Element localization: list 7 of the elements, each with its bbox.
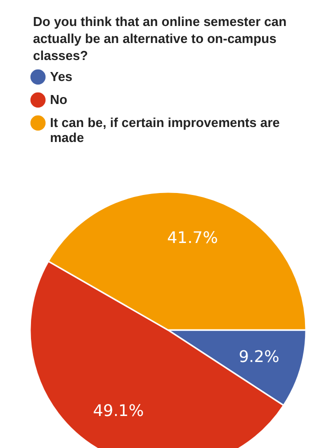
- data-label: 49.1%: [92, 401, 144, 420]
- legend-label: No: [50, 92, 68, 107]
- data-label: 41.7%: [167, 228, 218, 248]
- legend-label: It can be, if certain improvements are made: [50, 115, 280, 145]
- legend-label: Yes: [50, 69, 72, 84]
- chart-title: Do you think that an online semester can actually be an alternative to on-campus classes?: [33, 14, 287, 63]
- data-label: 9.2%: [238, 347, 280, 366]
